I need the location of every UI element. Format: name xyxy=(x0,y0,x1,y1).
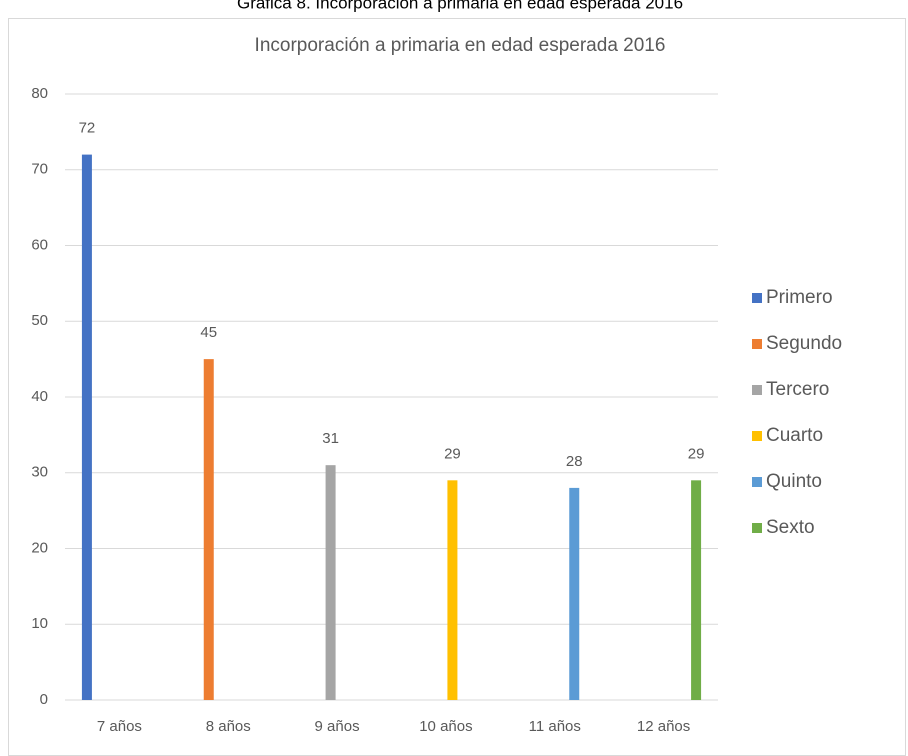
data-label: 29 xyxy=(444,445,461,462)
legend-label: Sexto xyxy=(766,517,815,538)
bar xyxy=(203,359,214,700)
y-tick-label: 0 xyxy=(40,691,48,708)
legend-swatch xyxy=(752,431,762,441)
y-tick-label: 60 xyxy=(31,236,48,253)
bar xyxy=(569,487,580,700)
bar xyxy=(325,465,336,700)
x-tick-label: 9 años xyxy=(315,718,360,735)
x-tick-label: 8 años xyxy=(206,718,251,735)
data-label: 29 xyxy=(688,445,705,462)
legend-label: Segundo xyxy=(766,333,842,354)
legend-swatch xyxy=(752,339,762,349)
x-tick-label: 10 años xyxy=(419,718,472,735)
legend-label: Cuarto xyxy=(766,425,823,446)
x-tick-label: 12 años xyxy=(637,718,690,735)
bar xyxy=(691,480,702,700)
chart-title: Incorporación a primaria en edad esperad… xyxy=(255,35,666,56)
y-tick-label: 50 xyxy=(31,312,48,329)
x-tick-label: 11 años xyxy=(529,718,581,735)
data-label: 72 xyxy=(79,120,96,137)
legend-swatch xyxy=(752,385,762,395)
legend-label: Primero xyxy=(766,287,833,308)
legend-label: Quinto xyxy=(766,471,822,492)
y-tick-label: 70 xyxy=(31,161,48,178)
bar xyxy=(81,154,92,701)
bar xyxy=(447,480,458,700)
data-label: 31 xyxy=(322,430,339,447)
caption: Gráfica 8. Incorporación a primaria en e… xyxy=(237,0,683,12)
legend-label: Tercero xyxy=(766,379,829,400)
y-tick-label: 10 xyxy=(31,615,48,632)
legend-swatch xyxy=(752,293,762,303)
y-tick-label: 80 xyxy=(31,85,48,102)
legend-swatch xyxy=(752,523,762,533)
legend-swatch xyxy=(752,477,762,487)
y-tick-label: 40 xyxy=(31,388,48,405)
data-label: 28 xyxy=(566,453,583,470)
x-tick-label: 7 años xyxy=(97,718,142,735)
y-tick-label: 30 xyxy=(31,464,48,481)
y-tick-label: 20 xyxy=(31,539,48,556)
data-label: 45 xyxy=(200,324,217,341)
